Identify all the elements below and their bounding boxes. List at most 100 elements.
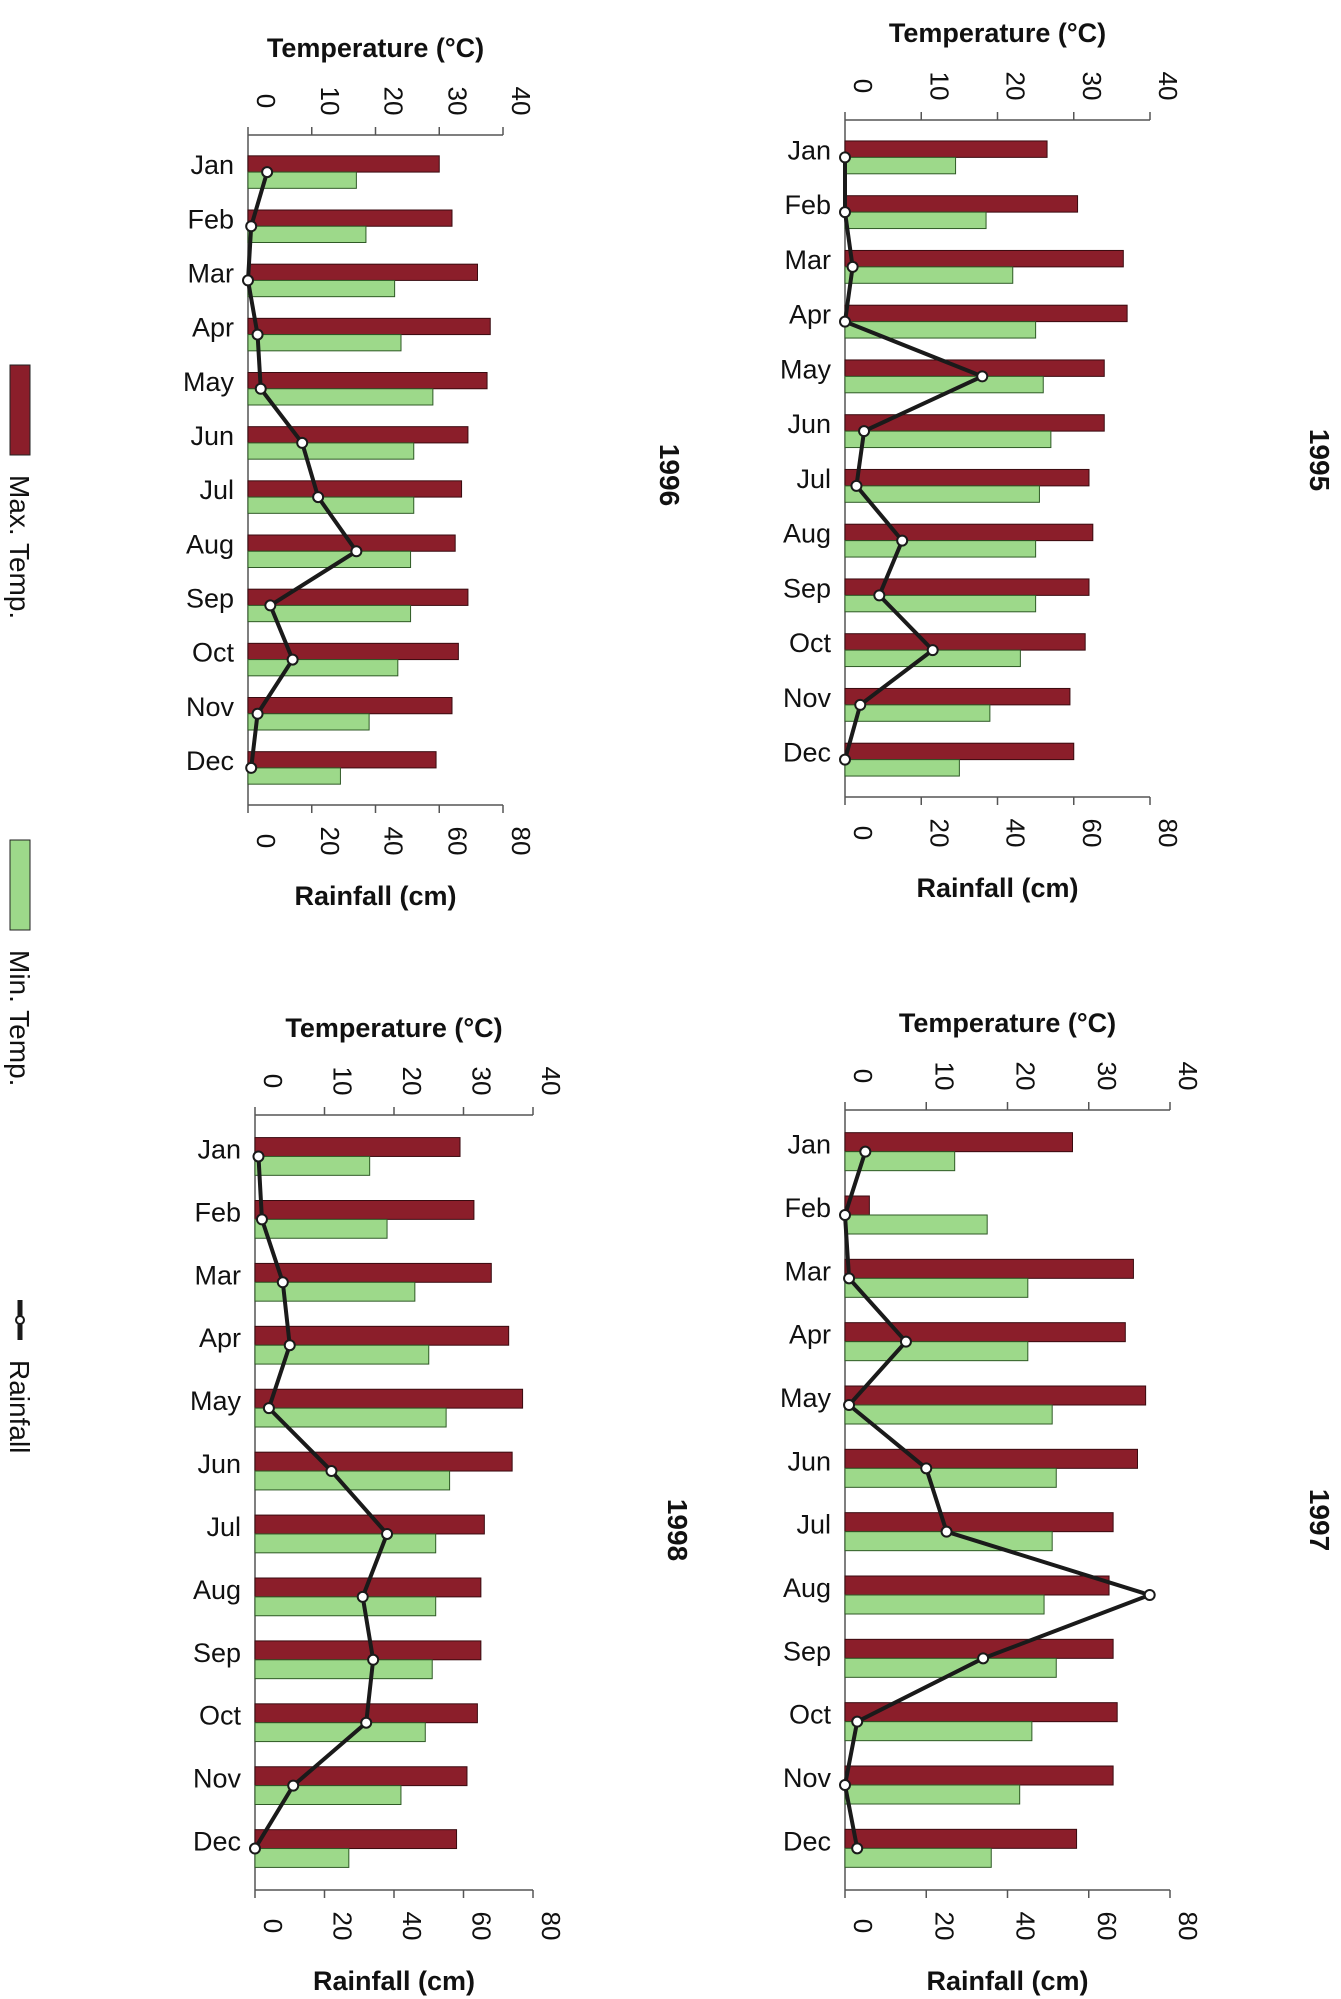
- bar-min-temp: [254, 1533, 437, 1554]
- temperature-tick-label: 10: [924, 72, 954, 101]
- legend-marker: [15, 1315, 25, 1325]
- rainfall-point: [859, 1145, 872, 1158]
- bar-max-temp: [254, 1451, 513, 1472]
- category-label: Sep: [186, 583, 234, 613]
- category-label: Oct: [199, 1701, 242, 1731]
- bar-max-temp: [844, 304, 1128, 323]
- category-label: Aug: [783, 519, 831, 549]
- chart-panel-1997: 0 10 20 30 40 Temperature (°C) 0 20 40 60 80 Rainfa…: [780, 1008, 1335, 1996]
- rainfall-point: [1143, 1589, 1156, 1601]
- rainfall-point: [249, 1842, 261, 1855]
- rainfall-point: [843, 1399, 856, 1411]
- category-label: Feb: [784, 190, 831, 220]
- temperature-tick-label: 0: [848, 1069, 878, 1083]
- bar-min-temp: [844, 704, 991, 722]
- bar-max-temp: [247, 372, 488, 390]
- category-label: Aug: [186, 529, 234, 559]
- rainfall-tick-label: 0: [258, 1919, 288, 1933]
- rainfall-line: [843, 1151, 1152, 1849]
- bar-max-temp: [844, 1132, 1073, 1153]
- category-label: Sep: [783, 573, 831, 603]
- rainfall-point: [287, 1779, 300, 1792]
- category-label: Dec: [186, 746, 234, 776]
- bar-max-temp: [844, 1765, 1114, 1786]
- bar-max-temp: [247, 697, 453, 715]
- category-label: Jan: [190, 150, 234, 180]
- temperature-tick-label: 40: [1173, 1062, 1203, 1091]
- bar-min-temp: [844, 540, 1037, 558]
- rainfall-point: [251, 328, 264, 341]
- temperature-tick-label: 30: [1092, 1062, 1122, 1091]
- bar-min-temp: [844, 485, 1040, 503]
- bar-min-temp: [247, 442, 415, 460]
- temperature-tick-label: 40: [506, 87, 536, 116]
- category-label: Sep: [783, 1636, 831, 1666]
- bar-max-temp: [254, 1388, 524, 1409]
- bar-min-temp: [844, 1657, 1057, 1678]
- category-label: Jul: [199, 475, 234, 505]
- rainfall-tick-label: 40: [397, 1912, 427, 1941]
- legend-label: Max. Temp.: [4, 475, 35, 619]
- category-label: Dec: [783, 738, 831, 768]
- category-label: May: [780, 354, 832, 384]
- bar-min-temp: [247, 767, 341, 785]
- temperature-tick-label: 40: [1153, 72, 1183, 101]
- rainfall-point: [245, 761, 258, 774]
- temperature-tick-label: 20: [397, 1067, 427, 1096]
- temperature-axis-title: Temperature (°C): [889, 18, 1106, 48]
- bar-min-temp: [247, 171, 357, 189]
- category-label: Aug: [193, 1575, 241, 1605]
- rainfall-point: [899, 1335, 912, 1348]
- chart-year-title: 1997: [1304, 1489, 1335, 1551]
- bar-min-temp: [844, 266, 1014, 284]
- bar-min-temp: [254, 1785, 402, 1805]
- rainfall-point: [350, 545, 363, 558]
- bar-max-temp: [247, 155, 440, 173]
- bar-min-temp: [844, 1847, 992, 1868]
- temperature-tick-label: 20: [379, 87, 409, 116]
- bar-max-temp: [254, 1262, 492, 1283]
- temperature-tick-label: 40: [536, 1067, 566, 1096]
- bar-min-temp: [844, 156, 957, 175]
- rainfall-line: [843, 157, 985, 761]
- bar-min-temp: [254, 1155, 371, 1176]
- category-label: Nov: [193, 1764, 242, 1794]
- temperature-tick-label: 10: [929, 1062, 959, 1091]
- rainfall-point: [851, 1715, 864, 1728]
- temperature-tick-label: 10: [315, 87, 345, 116]
- bar-min-temp: [247, 334, 402, 352]
- legend-label: Rainfall: [4, 1360, 35, 1453]
- rainfall-point: [261, 166, 274, 179]
- category-label: Oct: [789, 628, 832, 658]
- bar-min-temp: [844, 1721, 1033, 1742]
- bar-min-temp: [247, 388, 434, 406]
- category-label: Aug: [783, 1573, 831, 1603]
- temperature-axis-title: Temperature (°C): [285, 1013, 502, 1043]
- bar-min-temp: [254, 1659, 433, 1680]
- bar-min-temp: [844, 211, 987, 230]
- rainfall-tick-label: 80: [506, 827, 536, 856]
- category-label: Jul: [206, 1512, 241, 1542]
- rainfall-point: [976, 370, 989, 383]
- legend: Max. Temp. Min. Temp. Rainfall: [4, 364, 35, 1453]
- bar-min-temp: [844, 1594, 1045, 1615]
- rainfall-point: [854, 698, 867, 711]
- rainfall-point: [920, 1462, 933, 1475]
- bar-min-temp: [844, 375, 1044, 394]
- category-label: Mar: [195, 1260, 242, 1290]
- category-label: Apr: [789, 1320, 831, 1350]
- rainfall-point: [977, 1652, 990, 1665]
- bar-max-temp: [247, 751, 437, 769]
- rainfall-tick-label: 60: [1077, 819, 1107, 848]
- bar-min-temp: [254, 1848, 350, 1868]
- bar-max-temp: [247, 263, 478, 281]
- bar-min-temp: [844, 594, 1037, 613]
- category-label: Mar: [785, 245, 832, 275]
- rainfall-tick-label: 20: [315, 827, 345, 856]
- rainfall-axis-title: Rainfall (cm): [294, 881, 456, 911]
- bar-max-temp: [254, 1829, 458, 1850]
- category-label: Mar: [188, 258, 235, 288]
- rainfall-point: [839, 753, 851, 766]
- bar-min-temp: [254, 1344, 430, 1365]
- bar-min-temp: [254, 1596, 437, 1617]
